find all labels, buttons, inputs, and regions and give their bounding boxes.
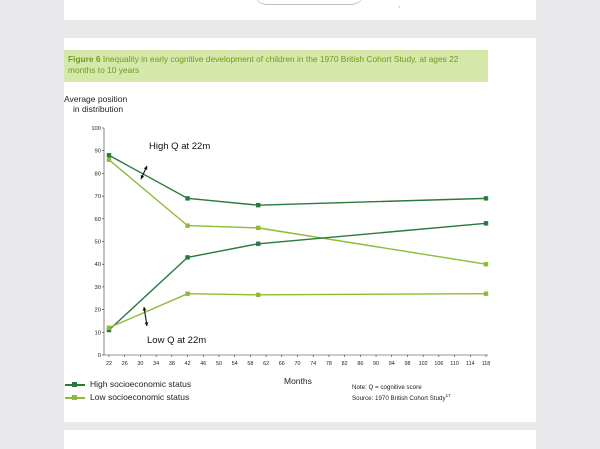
figure-caption: Figure 6 Inequality in early cognitive d… [64, 50, 488, 82]
y-tick-label: 0 [98, 353, 101, 359]
x-tick-label: 114 [466, 361, 475, 367]
document-page [64, 38, 536, 422]
x-tick-label: 50 [216, 361, 222, 367]
high-q-arrow-head-1 [143, 166, 148, 170]
data-point-high-q-low-ses [256, 225, 261, 231]
x-tick-label: 42 [185, 361, 191, 367]
x-tick-label: 78 [326, 361, 332, 367]
note-source: Source: 1970 British Cohort Study [352, 395, 446, 403]
x-tick-label: 38 [169, 361, 175, 367]
data-point-high-q-high-ses [185, 196, 190, 201]
y-tick-label: 10 [95, 330, 101, 336]
y-axis-title-line-2: in distribution [73, 104, 124, 114]
x-axis-title: Months [284, 376, 312, 386]
legend-item-high-ses: High socioeconomic status [64, 378, 191, 391]
legend-item-low-ses: Low socioeconomic status [64, 391, 191, 404]
data-point-high-q-low-ses [106, 157, 112, 162]
x-tick-label: 70 [295, 361, 301, 367]
x-tick-label: 66 [279, 361, 285, 367]
data-point-low-q-low-ses [185, 291, 190, 296]
x-tick-label: 62 [263, 361, 269, 367]
x-tick-label: 82 [342, 361, 348, 367]
series-line-high-q-low-ses [108, 159, 487, 265]
y-axis-title-line-1: Average position [64, 94, 128, 104]
x-tick-label: 26 [122, 361, 128, 367]
data-point-high-q-high-ses [106, 153, 112, 158]
data-point-low-q-low-ses [256, 292, 261, 298]
previous-page-mark: , [398, 0, 401, 9]
previous-page-arc [254, 0, 364, 5]
y-tick-label: 100 [91, 126, 101, 132]
x-tick-label: 74 [310, 361, 316, 367]
data-point-high-q-low-ses [483, 262, 489, 267]
data-point-high-q-high-ses [483, 196, 489, 201]
figure-title: Inequality in early cognitive developmen… [68, 54, 459, 75]
y-tick-label: 90 [95, 149, 101, 155]
series-line-low-q-high-ses [108, 222, 487, 331]
x-tick-label: 30 [137, 361, 143, 367]
chart-note: Note: Q = cognitive score Source: 1970 B… [352, 384, 451, 403]
legend: High socioeconomic status Low socioecono… [64, 378, 191, 404]
figure-number: Figure 6 [68, 54, 101, 64]
next-page-fragment [64, 430, 536, 449]
low-q-arrow-head-2 [144, 322, 149, 326]
high-q-arrow-head-2 [140, 175, 145, 179]
x-tick-label: 86 [357, 361, 363, 367]
x-tick-label: 106 [434, 361, 443, 367]
x-tick-label: 98 [404, 361, 410, 367]
legend-marker-high-ses [72, 382, 77, 387]
data-point-low-q-high-ses [106, 327, 112, 333]
data-point-low-q-high-ses [256, 241, 261, 246]
note-footnote-ref: 17 [445, 393, 451, 398]
y-tick-label: 30 [95, 285, 101, 291]
x-tick-label: 46 [200, 361, 206, 367]
y-tick-label: 40 [95, 262, 101, 268]
x-tick-label: 118 [482, 361, 491, 367]
series-line-low-q-low-ses [108, 293, 487, 329]
data-point-high-q-high-ses [256, 202, 261, 208]
legend-marker-low-ses [72, 395, 77, 400]
data-point-high-q-low-ses [185, 223, 190, 228]
data-point-low-q-low-ses [106, 325, 112, 330]
y-axis-title: Average position in distribution [64, 94, 154, 114]
annotation-low-q: Low Q at 22m [147, 335, 206, 346]
y-tick-label: 20 [95, 308, 101, 314]
annotation-high-q: High Q at 22m [149, 141, 210, 152]
x-tick-label: 90 [373, 361, 379, 367]
data-point-low-q-high-ses [185, 255, 190, 260]
legend-label-high-ses: High socioeconomic status [90, 379, 192, 389]
note-line-2: Source: 1970 British Cohort Study17 [352, 392, 451, 403]
legend-label-low-ses: Low socioeconomic status [90, 392, 190, 402]
data-point-low-q-high-ses [483, 221, 489, 226]
x-tick-label: 102 [419, 361, 428, 367]
x-tick-label: 54 [232, 361, 238, 367]
y-tick-label: 80 [95, 171, 101, 177]
x-tick-label: 94 [389, 361, 395, 367]
low-q-arrow-head-1 [142, 307, 147, 311]
series-line-high-q-high-ses [108, 154, 487, 206]
note-line-1: Note: Q = cognitive score [352, 384, 422, 391]
previous-page-fragment: , [64, 0, 536, 20]
y-tick-label: 70 [95, 194, 101, 200]
x-tick-label: 110 [450, 361, 459, 367]
x-tick-label: 34 [153, 361, 159, 367]
data-point-low-q-low-ses [483, 291, 489, 296]
x-tick-label: 22 [106, 361, 112, 367]
y-tick-label: 60 [95, 217, 101, 223]
x-tick-label: 58 [247, 361, 253, 367]
y-tick-label: 50 [95, 240, 101, 246]
